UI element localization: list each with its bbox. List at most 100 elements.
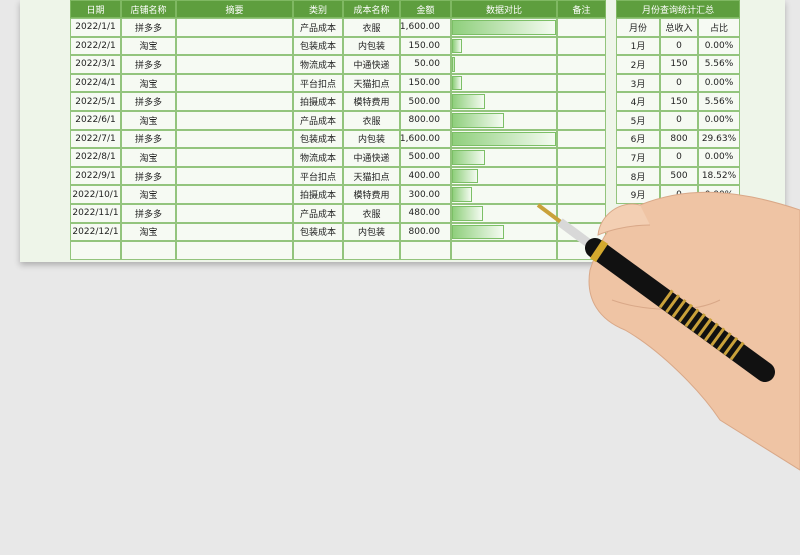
summary-cell: 800 <box>660 129 698 149</box>
header-cell: 数据对比 <box>451 0 557 18</box>
table-cell: 800.00 <box>400 222 451 242</box>
table-cell: 天猫扣点 <box>343 166 400 186</box>
table-cell: 物流成本 <box>293 148 343 167</box>
table-cell: 模特费用 <box>343 185 400 204</box>
table-cell <box>557 111 606 130</box>
table-cell: 2022/12/1 <box>70 222 121 242</box>
table-cell <box>557 55 606 74</box>
data-bar <box>452 168 478 184</box>
table-cell <box>176 204 293 223</box>
summary-header: 占比 <box>698 18 740 37</box>
table-cell <box>557 129 606 149</box>
table-cell: 2022/3/1 <box>70 55 121 74</box>
data-bar <box>452 75 462 91</box>
summary-cell: 7月 <box>616 148 660 167</box>
table-cell: 拼多多 <box>121 204 176 223</box>
table-cell <box>176 166 293 186</box>
summary-header: 总收入 <box>660 18 698 37</box>
table-cell: 拼多多 <box>121 18 176 37</box>
table-cell: 拍摄成本 <box>293 185 343 204</box>
table-cell: 淘宝 <box>121 185 176 204</box>
table-cell <box>400 241 451 260</box>
data-bar <box>452 150 485 165</box>
table-cell: 800.00 <box>400 111 451 130</box>
table-cell: 2022/8/1 <box>70 148 121 167</box>
table-cell: 平台扣点 <box>293 73 343 93</box>
summary-cell: 0.00% <box>698 73 740 93</box>
summary-cell: 5.56% <box>698 92 740 111</box>
table-cell: 产品成本 <box>293 111 343 130</box>
table-cell: 中通快递 <box>343 55 400 74</box>
table-cell: 内包装 <box>343 129 400 149</box>
table-cell <box>451 55 557 74</box>
table-cell <box>557 73 606 93</box>
table-cell <box>176 148 293 167</box>
table-cell: 2022/10/1 <box>70 185 121 204</box>
summary-cell: 1月 <box>616 36 660 56</box>
table-cell: 包装成本 <box>293 36 343 56</box>
table-cell: 淘宝 <box>121 36 176 56</box>
table-cell <box>451 36 557 56</box>
summary-cell: 150 <box>660 92 698 111</box>
table-cell <box>176 92 293 111</box>
table-cell: 150.00 <box>400 36 451 56</box>
header-cell: 日期 <box>70 0 121 18</box>
table-cell: 物流成本 <box>293 55 343 74</box>
table-cell: 拼多多 <box>121 92 176 111</box>
table-cell: 500.00 <box>400 148 451 167</box>
data-bar <box>452 113 504 128</box>
table-cell: 平台扣点 <box>293 166 343 186</box>
table-cell: 拼多多 <box>121 129 176 149</box>
summary-cell: 0 <box>660 36 698 56</box>
summary-cell: 2月 <box>616 55 660 74</box>
table-cell: 1,600.00 <box>400 129 451 149</box>
summary-cell: 0 <box>660 111 698 130</box>
table-cell: 淘宝 <box>121 222 176 242</box>
table-cell: 产品成本 <box>293 18 343 37</box>
spreadsheet: 日期 店铺名称 摘要 类别 成本名称 金额 数据对比 备注 2022/1/1 拼多多 产品成本 衣服 1… <box>20 0 785 262</box>
summary-header: 月份 <box>616 18 660 37</box>
table-cell <box>176 36 293 56</box>
table-cell <box>176 73 293 93</box>
data-bar <box>452 131 556 147</box>
table-cell: 淘宝 <box>121 111 176 130</box>
summary-cell: 3月 <box>616 73 660 93</box>
data-bar <box>452 20 556 35</box>
table-cell: 淘宝 <box>121 148 176 167</box>
table-cell <box>451 241 557 260</box>
table-cell: 150.00 <box>400 73 451 93</box>
table-cell <box>70 241 121 260</box>
data-bar <box>452 206 484 221</box>
table-cell <box>557 18 606 37</box>
table-cell: 2022/5/1 <box>70 92 121 111</box>
header-cell: 类别 <box>293 0 343 18</box>
summary-cell: 150 <box>660 55 698 74</box>
table-cell <box>293 241 343 260</box>
summary-cell: 9月 <box>616 185 660 204</box>
table-cell: 2022/11/1 <box>70 204 121 223</box>
header-cell: 摘要 <box>176 0 293 18</box>
data-bar <box>452 57 456 72</box>
table-cell: 包装成本 <box>293 222 343 242</box>
summary-cell: 500 <box>660 166 698 186</box>
table-cell: 内包装 <box>343 222 400 242</box>
table-cell <box>176 222 293 242</box>
table-cell: 2022/9/1 <box>70 166 121 186</box>
table-cell: 衣服 <box>343 111 400 130</box>
table-cell <box>451 185 557 204</box>
table-cell <box>176 111 293 130</box>
data-bar <box>452 94 485 109</box>
table-cell: 产品成本 <box>293 204 343 223</box>
table-cell: 50.00 <box>400 55 451 74</box>
header-cell: 成本名称 <box>343 0 400 18</box>
header-cell: 备注 <box>557 0 606 18</box>
table-cell <box>557 36 606 56</box>
table-cell: 天猫扣点 <box>343 73 400 93</box>
table-cell: 拍摄成本 <box>293 92 343 111</box>
header-cell: 店铺名称 <box>121 0 176 18</box>
table-cell: 2022/7/1 <box>70 129 121 149</box>
table-cell <box>176 241 293 260</box>
summary-cell: 0.00% <box>698 36 740 56</box>
